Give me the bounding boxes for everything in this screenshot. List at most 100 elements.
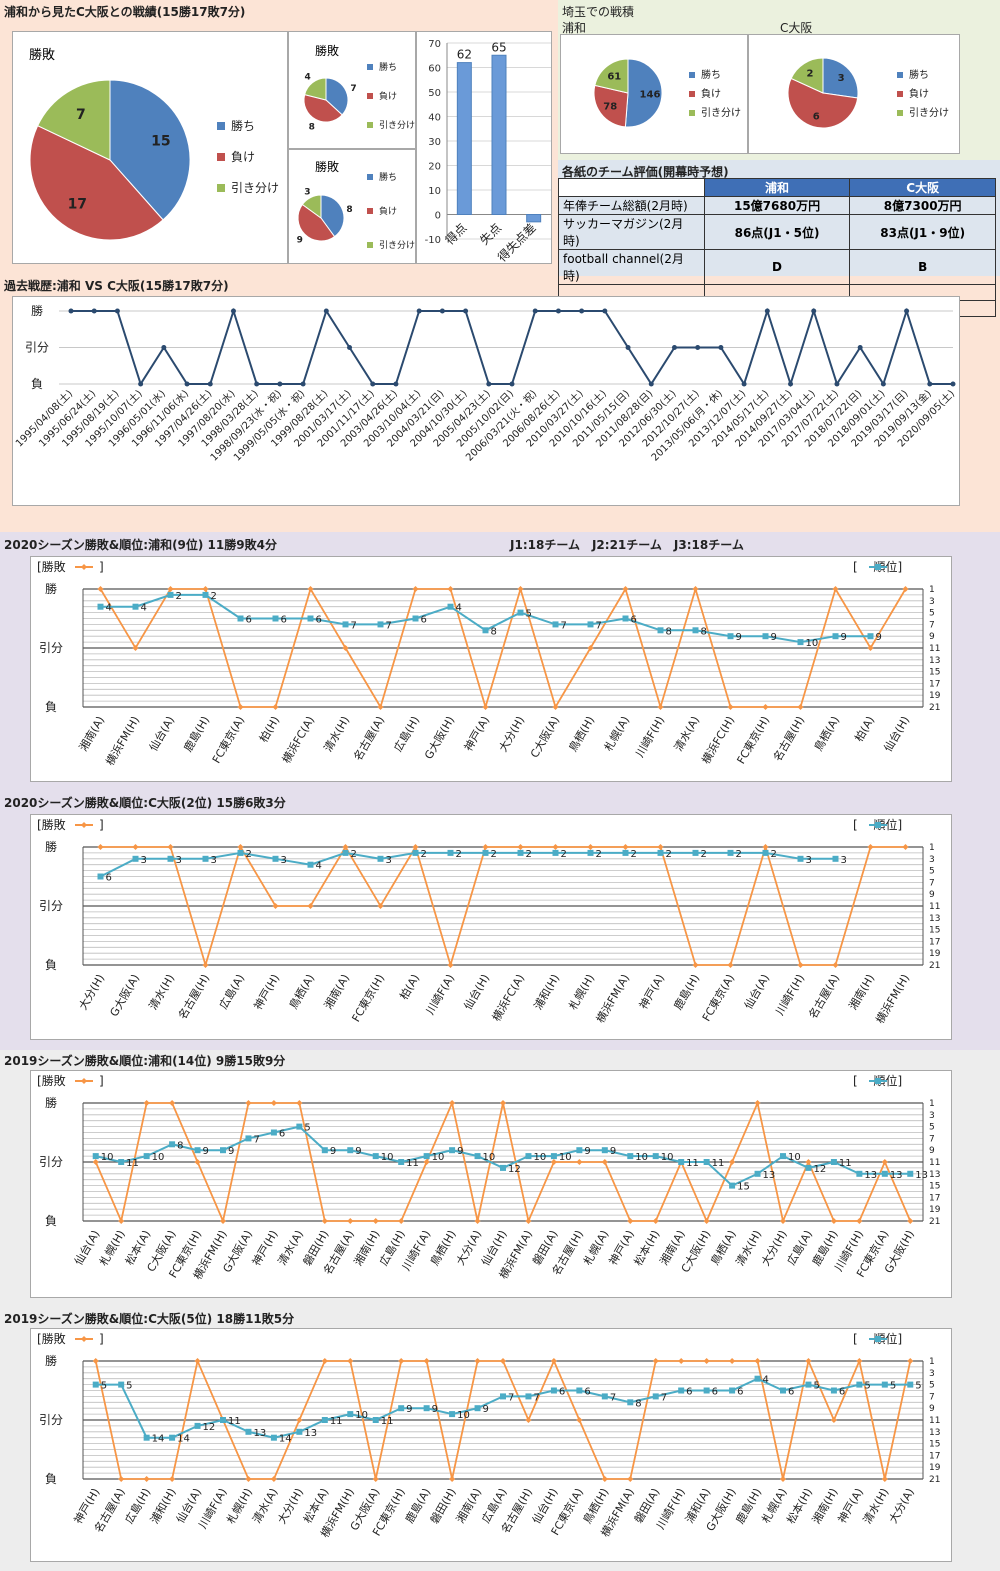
legend-swatch <box>367 208 373 214</box>
pie-slice <box>37 79 111 161</box>
rank-label: 13 <box>253 1428 266 1439</box>
legend-result-close: ] <box>99 1332 104 1346</box>
legend-label: 引き分け <box>379 120 415 131</box>
result-point <box>579 308 585 314</box>
result-point <box>881 1476 888 1482</box>
result-point <box>805 1159 812 1165</box>
pie-slice <box>787 77 859 129</box>
rank-point <box>412 615 419 622</box>
team-label: 清水(H) <box>321 714 352 754</box>
rank-label: 2 <box>561 849 567 860</box>
result-point <box>323 308 329 314</box>
result-point <box>167 844 174 850</box>
rank-label: 4 <box>316 861 322 872</box>
rank-point <box>576 1147 583 1154</box>
rank-tick-label: 9 <box>929 1146 935 1156</box>
rank-label: 10 <box>806 638 819 649</box>
rank-point <box>270 1434 277 1441</box>
rank-point <box>517 609 524 616</box>
team-label: 湘南(A) <box>321 972 352 1012</box>
legend-result-close: ] <box>99 560 104 574</box>
team-label: 大分(A) <box>886 1486 917 1526</box>
result-point <box>169 1100 176 1106</box>
pie-slice <box>109 79 191 221</box>
rank-label: 8 <box>666 626 672 637</box>
rank-point <box>423 1405 430 1412</box>
season-2020-region: 2020シーズン勝敗&順位:浦和(9位) 11勝9敗4分 J1:18チーム J2… <box>0 532 1000 1050</box>
history-chart-panel: 勝引分負 1995/04/08(土) 1995/06/24(土) 1995/08/19… <box>12 296 960 506</box>
rank-label: 11 <box>228 1416 241 1427</box>
rank-point <box>907 1170 914 1177</box>
pie-slice-label: 3 <box>838 73 845 84</box>
result-point <box>627 1218 634 1224</box>
rank-tick-label: 9 <box>929 632 935 642</box>
rank-tick-label: 15 <box>929 1182 940 1192</box>
rank-tick-label: 17 <box>929 1451 940 1461</box>
result-point <box>372 1218 379 1224</box>
rank-point <box>550 1387 557 1394</box>
legend-label: 引き分け <box>231 181 279 195</box>
rank-point <box>169 1141 176 1148</box>
bar <box>491 54 507 215</box>
rank-label: 8 <box>635 1398 641 1409</box>
legend-swatch <box>217 122 225 130</box>
result-point <box>834 381 840 387</box>
rank-point <box>143 1434 150 1441</box>
rank-point <box>525 1393 532 1400</box>
result-point <box>270 1476 277 1482</box>
rank-label: 9 <box>841 632 847 643</box>
legend-label: 負け <box>379 90 397 102</box>
y-label-win: 勝 <box>45 839 57 854</box>
rank-tick-label: 9 <box>929 890 935 900</box>
rank-point <box>727 849 734 856</box>
rank-label: 9 <box>610 1146 616 1157</box>
result-point <box>832 586 839 592</box>
y-label-draw: 引分 <box>39 1155 63 1169</box>
rank-point <box>552 849 559 856</box>
rank-point <box>347 1147 354 1154</box>
result-point <box>500 1100 506 1106</box>
result-point <box>342 645 349 651</box>
legend-swatch <box>897 91 903 97</box>
rank-label: 13 <box>890 1170 903 1181</box>
evaluation-cosaka-value: B <box>849 249 996 285</box>
rank-point <box>754 1170 761 1177</box>
rank-tick-label: 3 <box>929 597 935 607</box>
result-point <box>500 1358 506 1364</box>
result-point <box>555 308 561 314</box>
result-point <box>729 1358 736 1364</box>
rank-point <box>118 1159 125 1165</box>
rank-tick-label: 3 <box>929 855 935 865</box>
result-point <box>169 1476 176 1482</box>
rank-line <box>100 851 836 878</box>
legend-rank-marker <box>875 1336 881 1342</box>
rank-point <box>372 1417 379 1423</box>
rank-label: 10 <box>788 1152 801 1163</box>
pie-slice-label: 146 <box>640 89 661 100</box>
team-label: 仙台(A) <box>146 714 177 754</box>
rank-label: 3 <box>806 855 812 866</box>
result-point <box>447 586 454 592</box>
legend-swatch <box>367 122 373 128</box>
rank-label: 3 <box>841 855 847 866</box>
rank-point <box>652 1153 659 1160</box>
evaluation-row-label: 年俸チーム総額(2月時) <box>558 196 705 215</box>
rank-label: 6 <box>631 615 637 626</box>
rank-point <box>729 1182 736 1189</box>
team-label: 柏(H) <box>256 714 282 745</box>
result-point <box>412 586 419 592</box>
rank-point <box>652 1393 659 1400</box>
result-point <box>300 381 306 387</box>
y-label-loss: 負 <box>31 377 43 391</box>
legend-label: 負け <box>231 150 255 164</box>
result-point <box>601 1476 608 1482</box>
legend-swatch <box>897 72 903 78</box>
rank-point <box>92 1381 99 1388</box>
result-point <box>727 962 734 968</box>
result-point <box>881 1159 888 1165</box>
result-point <box>830 1417 837 1423</box>
rank-label: 6 <box>839 1387 845 1398</box>
rank-point <box>692 849 699 856</box>
rank-tick-label: 17 <box>929 1193 940 1203</box>
